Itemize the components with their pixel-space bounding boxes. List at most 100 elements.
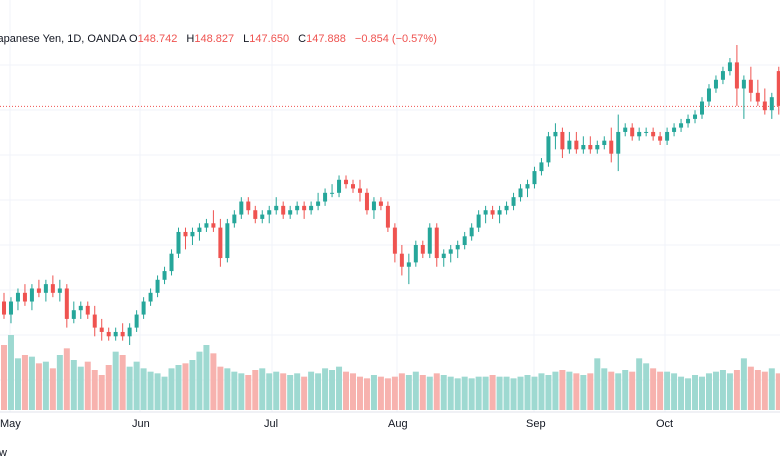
candle-body	[29, 288, 34, 302]
candle-body	[330, 192, 335, 194]
volume-bar	[105, 365, 112, 410]
candle	[92, 305, 97, 337]
volume-bar	[475, 376, 482, 410]
candle-body	[218, 227, 223, 259]
volume-bar	[747, 366, 754, 410]
candle-body	[462, 236, 467, 245]
candle	[239, 197, 244, 219]
candle	[700, 97, 704, 119]
candle	[406, 253, 411, 285]
low-value: 147.650	[249, 33, 290, 45]
candle-body	[525, 184, 530, 189]
volume-bar	[343, 371, 350, 410]
volume-bar	[182, 363, 189, 410]
close-value: 147.888	[306, 33, 346, 45]
candle	[225, 218, 230, 263]
volume-bar	[42, 361, 49, 410]
candle-body	[448, 249, 453, 254]
candle-body	[392, 227, 397, 254]
candle	[665, 127, 670, 145]
candle	[120, 323, 125, 341]
change-value: −0.854 (−0.57%)	[354, 33, 437, 45]
candle	[357, 179, 362, 202]
volume-bar	[238, 373, 245, 410]
volume-bar	[768, 368, 775, 410]
candle	[476, 210, 481, 232]
volume-bar	[629, 371, 636, 410]
candle	[546, 131, 551, 167]
volume-bar	[587, 373, 594, 410]
candle-body	[267, 210, 272, 215]
open-label: O	[129, 33, 138, 45]
volume-bar	[622, 370, 629, 410]
candle	[204, 218, 209, 232]
candle-body	[574, 140, 579, 150]
candle	[323, 188, 328, 206]
volume-bar	[308, 371, 315, 410]
candle	[392, 223, 397, 263]
candle-body	[490, 210, 495, 215]
candle-body	[211, 223, 216, 228]
volume-bar	[63, 348, 70, 410]
candle	[567, 131, 572, 154]
candle-body	[713, 79, 718, 89]
candle-body	[623, 127, 628, 132]
volume-bar	[98, 375, 105, 410]
candle-body	[427, 227, 432, 254]
candle	[113, 327, 118, 341]
volume-bar	[350, 373, 356, 410]
candle-body	[197, 227, 202, 232]
candle	[686, 114, 691, 128]
candle-body	[344, 179, 349, 185]
candle-body	[36, 288, 41, 293]
volume-bar	[336, 366, 343, 410]
candle-body	[700, 101, 704, 115]
candle-body	[720, 71, 725, 80]
candle-body	[71, 310, 76, 319]
candle	[371, 197, 376, 219]
candle-body	[295, 205, 300, 211]
volume-bar	[398, 373, 405, 410]
candle	[532, 166, 537, 189]
volume-bar	[580, 375, 587, 410]
volume-bar	[77, 366, 84, 410]
candle	[441, 249, 446, 267]
candle-body	[539, 162, 544, 172]
candle	[490, 205, 495, 219]
candle-body	[679, 123, 684, 128]
candle-body	[637, 131, 642, 137]
volume-bar	[266, 373, 273, 410]
volume-bar	[273, 371, 280, 410]
candle	[78, 301, 83, 319]
volume-bar	[454, 378, 461, 410]
volume-bar	[761, 371, 768, 410]
candle	[679, 118, 684, 132]
candle	[295, 201, 300, 215]
candle-body	[141, 301, 146, 315]
volume-bar	[726, 373, 733, 410]
candle-body	[323, 192, 328, 202]
candle-body	[316, 201, 321, 206]
candle	[651, 127, 656, 141]
candle	[64, 284, 69, 328]
candle	[469, 223, 474, 241]
candle	[748, 66, 753, 102]
candle	[246, 197, 251, 215]
volume-bar	[510, 378, 517, 410]
volume-bar	[573, 373, 580, 410]
candle	[351, 179, 355, 193]
volume-bar	[447, 376, 454, 410]
volume-bar	[468, 378, 475, 410]
candle-body	[371, 201, 376, 211]
candle	[141, 297, 146, 319]
candle	[560, 127, 565, 159]
candle-body	[99, 327, 104, 332]
candle	[364, 188, 369, 215]
candle	[127, 323, 132, 345]
price-candles	[2, 45, 780, 345]
candle-body	[741, 79, 746, 89]
candle-body	[225, 223, 230, 259]
candle-body	[602, 140, 607, 145]
